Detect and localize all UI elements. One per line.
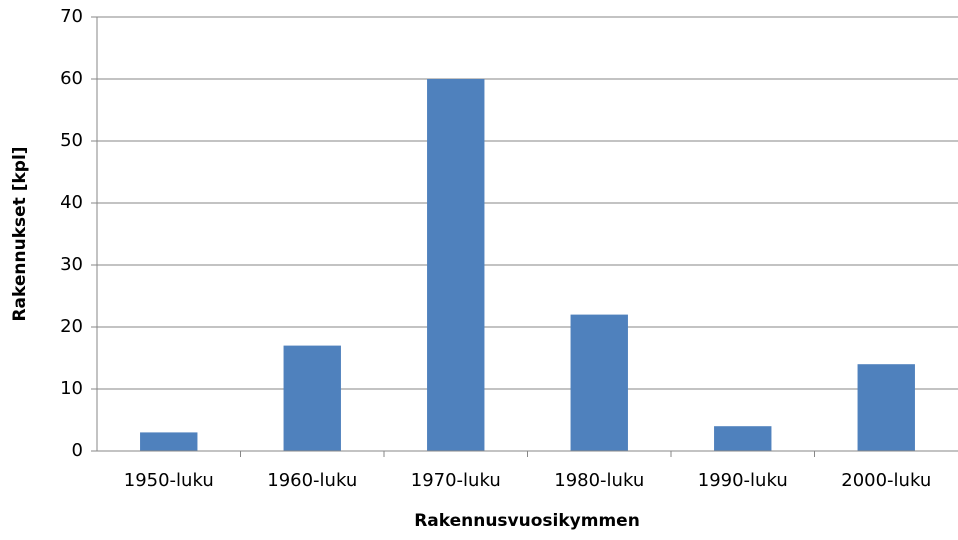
y-tick-label: 10 — [60, 378, 83, 399]
x-tick-label: 1990-luku — [698, 470, 788, 491]
bar — [140, 432, 198, 451]
y-tick-label: 70 — [60, 6, 83, 27]
y-tick-label: 60 — [60, 68, 83, 89]
y-tick-label: 30 — [60, 254, 83, 275]
x-tick-label: 2000-luku — [841, 470, 931, 491]
bar — [570, 314, 628, 451]
y-tick-label: 20 — [60, 316, 83, 337]
bar — [283, 345, 341, 451]
y-tick-label: 40 — [60, 192, 83, 213]
x-tick-label: 1950-luku — [124, 470, 214, 491]
x-tick-label: 1970-luku — [411, 470, 501, 491]
x-tick-label: 1980-luku — [554, 470, 644, 491]
bar — [857, 364, 915, 451]
x-tick-label: 1960-luku — [267, 470, 357, 491]
y-tick-label: 0 — [72, 440, 83, 461]
y-axis-title: Rakennukset [kpl] — [10, 146, 30, 321]
bar — [714, 426, 772, 451]
bar — [427, 79, 485, 451]
y-tick-label: 50 — [60, 130, 83, 151]
x-axis-title: Rakennusvuosikymmen — [414, 511, 640, 531]
